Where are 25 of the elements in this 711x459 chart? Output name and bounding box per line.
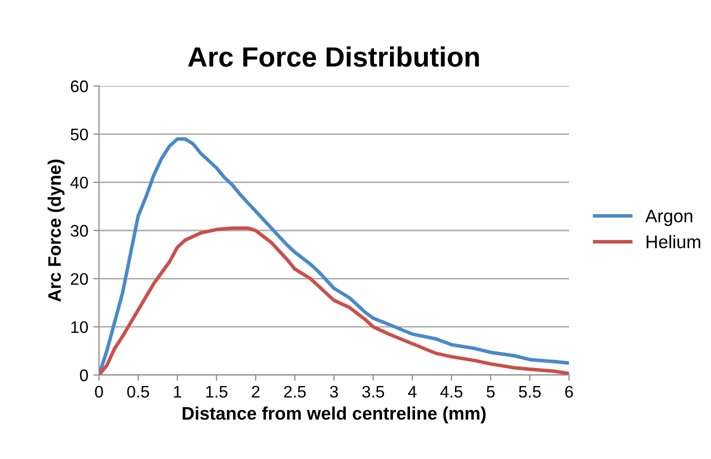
y-tick-label: 50 — [70, 128, 88, 140]
x-tick-label: 0 — [95, 386, 103, 398]
x-tick-label: 2.5 — [284, 386, 306, 398]
legend-label: Helium — [646, 235, 700, 248]
x-tick-label: 2 — [252, 386, 260, 398]
x-tick-label: 4 — [408, 386, 416, 398]
x-tick-label: 1.5 — [206, 386, 228, 398]
chart-title: Arc Force Distribution — [188, 46, 479, 67]
x-tick-label: 5 — [486, 386, 495, 398]
x-tick-label: 4.5 — [440, 386, 462, 398]
x-tick-label: 1 — [174, 386, 182, 398]
x-tick-label: 6 — [565, 386, 573, 398]
x-tick-label: 3 — [330, 386, 338, 398]
x-axis-title: Distance from weld centreline (mm) — [182, 406, 486, 424]
y-tick-label: 20 — [70, 273, 88, 285]
y-axis-title: Arc Force (dyne) — [48, 160, 64, 302]
y-tick-label: 0 — [80, 369, 88, 382]
x-tick-label: 5.5 — [518, 386, 541, 398]
y-tick-label: 30 — [70, 224, 88, 237]
legend-label: Argon — [645, 210, 692, 226]
x-tick-label: 3.5 — [362, 386, 384, 398]
y-tick-label: 60 — [70, 80, 88, 92]
x-tick-label: 0.5 — [127, 386, 150, 398]
y-tick-label: 10 — [71, 321, 88, 334]
y-tick-label: 40 — [70, 176, 88, 189]
